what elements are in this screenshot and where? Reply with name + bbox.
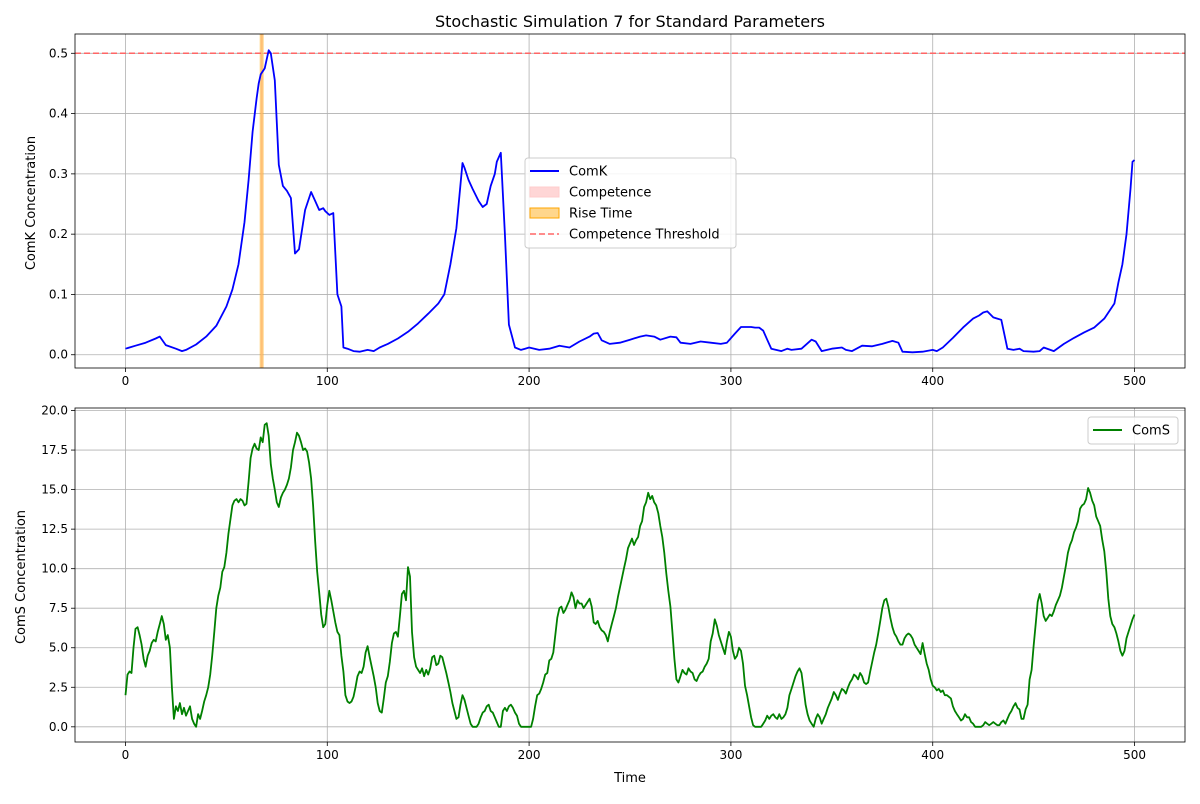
legend-label: Competence [569, 186, 651, 201]
span-rise-time [259, 34, 264, 368]
legend-swatch [529, 207, 560, 219]
comk-subplot: Stochastic Simulation 7 for Standard Par… [24, 12, 1186, 388]
grid-lines [75, 408, 1185, 742]
y-tick-label: 5.0 [49, 641, 68, 655]
y-tick-label: 0.3 [49, 167, 68, 181]
y-tick-label: 0.4 [49, 107, 68, 121]
x-tick-label: 100 [316, 748, 339, 762]
axes-frame [74, 407, 1186, 743]
y-tick-label: 0.5 [49, 46, 68, 60]
y-tick-label: 0.0 [49, 348, 68, 362]
y-tick-label: 17.5 [41, 443, 68, 457]
series-line-comk [125, 49, 1136, 354]
y-tick-label: 15.0 [41, 483, 68, 497]
x-tick-label: 400 [921, 374, 944, 388]
span-regions [259, 34, 264, 368]
y-tick-label: 0.0 [49, 720, 68, 734]
y-axis-label: ComK Concentration [24, 136, 39, 270]
x-axis-label: Time [613, 771, 646, 786]
legend: ComS [1087, 416, 1179, 445]
x-tick-label: 300 [719, 748, 742, 762]
y-tick-label: 12.5 [41, 522, 68, 536]
legend-label: Competence Threshold [569, 228, 720, 243]
chart-title: Stochastic Simulation 7 for Standard Par… [435, 12, 825, 31]
legend-swatch [529, 186, 560, 198]
x-tick-label: 400 [921, 748, 944, 762]
coms-subplot: ComS Concentration Time 0 100 200 300 400 500… [14, 404, 1186, 786]
series-lines [124, 422, 1136, 728]
legend: ComK Competence Rise Time Competence Thresh… [524, 157, 737, 249]
y-tick-label: 10.0 [41, 562, 68, 576]
legend-label: ComK [569, 165, 608, 180]
legend-label: ComS [1132, 424, 1170, 439]
x-tick-label: 500 [1123, 374, 1146, 388]
legend-box [1087, 416, 1179, 445]
x-tick-label: 200 [518, 374, 541, 388]
y-tick-label: 20.0 [41, 404, 68, 418]
y-tick-label: 7.5 [49, 601, 68, 615]
y-axis-label: ComS Concentration [14, 510, 29, 644]
y-tick-label: 0.1 [49, 287, 68, 301]
x-tick-label: 0 [122, 748, 130, 762]
y-tick-label: 0.2 [49, 227, 68, 241]
y-tick-label: 2.5 [49, 680, 68, 694]
x-tick-label: 300 [719, 374, 742, 388]
tick-labels: 0 100 200 300 400 500 0.0 0.1 0.2 0.3 0.4 0.5 [49, 46, 1146, 388]
x-tick-label: 200 [518, 748, 541, 762]
x-tick-label: 100 [316, 374, 339, 388]
axes-frame [74, 33, 1186, 369]
series-line-coms [124, 422, 1136, 728]
x-tick-label: 0 [122, 374, 130, 388]
tick-labels: 0 100 200 300 400 500 0.0 2.5 5.0 7.5 10.0 12.5 15.0… [41, 404, 1146, 762]
legend-box [524, 157, 737, 249]
series-lines [125, 49, 1136, 354]
x-tick-label: 500 [1123, 748, 1146, 762]
span-competence [260, 34, 263, 368]
legend-label: Rise Time [569, 207, 632, 222]
